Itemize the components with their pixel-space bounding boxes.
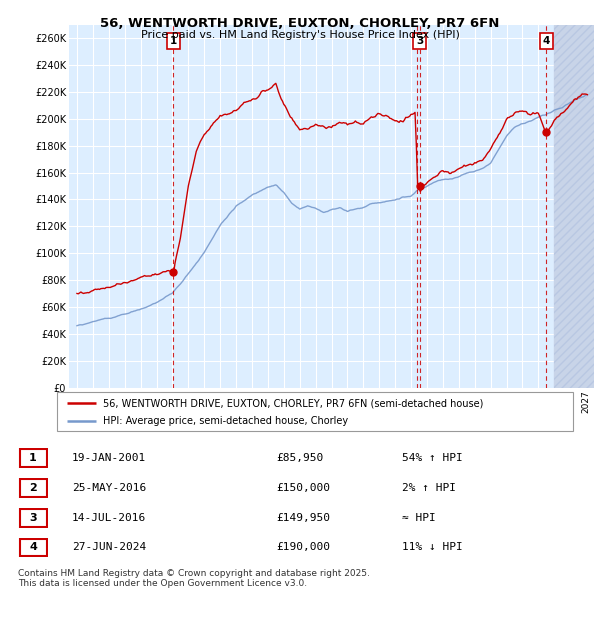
- Text: ≈ HPI: ≈ HPI: [402, 513, 436, 523]
- Text: 2% ↑ HPI: 2% ↑ HPI: [402, 483, 456, 493]
- FancyBboxPatch shape: [19, 450, 47, 467]
- Text: HPI: Average price, semi-detached house, Chorley: HPI: Average price, semi-detached house,…: [103, 416, 349, 427]
- Text: 1: 1: [170, 36, 177, 46]
- Text: 14-JUL-2016: 14-JUL-2016: [72, 513, 146, 523]
- FancyBboxPatch shape: [19, 539, 47, 556]
- Text: £190,000: £190,000: [276, 542, 330, 552]
- FancyBboxPatch shape: [19, 509, 47, 526]
- Text: £150,000: £150,000: [276, 483, 330, 493]
- Bar: [554, 25, 594, 388]
- Text: £85,950: £85,950: [276, 453, 323, 463]
- Text: Contains HM Land Registry data © Crown copyright and database right 2025.
This d: Contains HM Land Registry data © Crown c…: [18, 569, 370, 588]
- Text: 4: 4: [29, 542, 37, 552]
- Bar: [554, 25, 594, 388]
- Text: 4: 4: [542, 36, 550, 46]
- Text: 3: 3: [416, 36, 423, 46]
- FancyBboxPatch shape: [19, 479, 47, 497]
- Text: 3: 3: [29, 513, 37, 523]
- Text: 54% ↑ HPI: 54% ↑ HPI: [402, 453, 463, 463]
- Text: 11% ↓ HPI: 11% ↓ HPI: [402, 542, 463, 552]
- Text: 19-JAN-2001: 19-JAN-2001: [72, 453, 146, 463]
- Text: Price paid vs. HM Land Registry's House Price Index (HPI): Price paid vs. HM Land Registry's House …: [140, 30, 460, 40]
- Text: 56, WENTWORTH DRIVE, EUXTON, CHORLEY, PR7 6FN (semi-detached house): 56, WENTWORTH DRIVE, EUXTON, CHORLEY, PR…: [103, 398, 484, 408]
- Text: 25-MAY-2016: 25-MAY-2016: [72, 483, 146, 493]
- Text: £149,950: £149,950: [276, 513, 330, 523]
- Text: 1: 1: [29, 453, 37, 463]
- Text: 27-JUN-2024: 27-JUN-2024: [72, 542, 146, 552]
- Text: 56, WENTWORTH DRIVE, EUXTON, CHORLEY, PR7 6FN: 56, WENTWORTH DRIVE, EUXTON, CHORLEY, PR…: [100, 17, 500, 30]
- Text: 2: 2: [29, 483, 37, 493]
- FancyBboxPatch shape: [57, 392, 573, 431]
